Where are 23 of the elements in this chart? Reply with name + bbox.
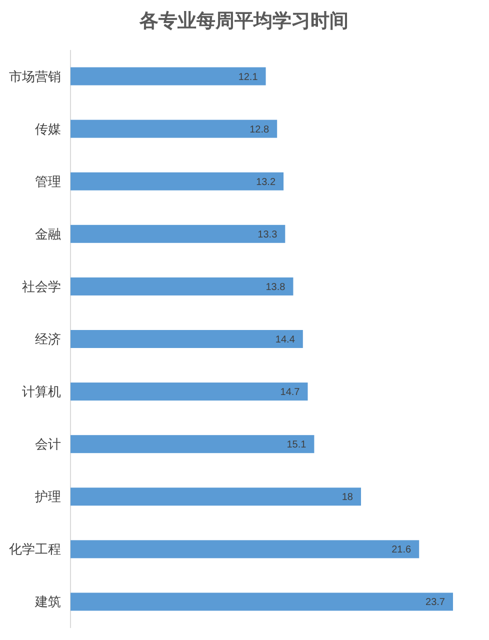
data-label: 14.7 (280, 387, 300, 398)
data-label: 13.8 (266, 282, 286, 293)
category-label: 管理 (35, 174, 61, 189)
data-label: 15.1 (286, 440, 306, 451)
title: 各专业每周平均学习时间 (140, 11, 348, 32)
data-label: 13.2 (256, 176, 276, 188)
category-label: 计算机 (22, 384, 61, 400)
data-label: 12.1 (238, 72, 258, 83)
category-label: 社会学 (22, 278, 61, 294)
data-label: 12.8 (250, 124, 270, 136)
data-label: 13.3 (258, 229, 278, 240)
category-label: 经济 (35, 332, 61, 346)
data-label: 18 (342, 492, 353, 504)
category-label: 护理 (35, 489, 61, 504)
data-label: 21.6 (392, 544, 412, 556)
data-label: 23.7 (426, 597, 445, 608)
category-label: 传媒 (35, 121, 61, 136)
data-label: 14.4 (275, 334, 295, 346)
category-label: 建筑 (35, 594, 61, 610)
category-label: 化学工程 (9, 542, 61, 557)
category-label: 金融 (35, 226, 61, 242)
category-label: 市场营销 (9, 68, 61, 84)
category-label: 会计 (35, 436, 61, 452)
